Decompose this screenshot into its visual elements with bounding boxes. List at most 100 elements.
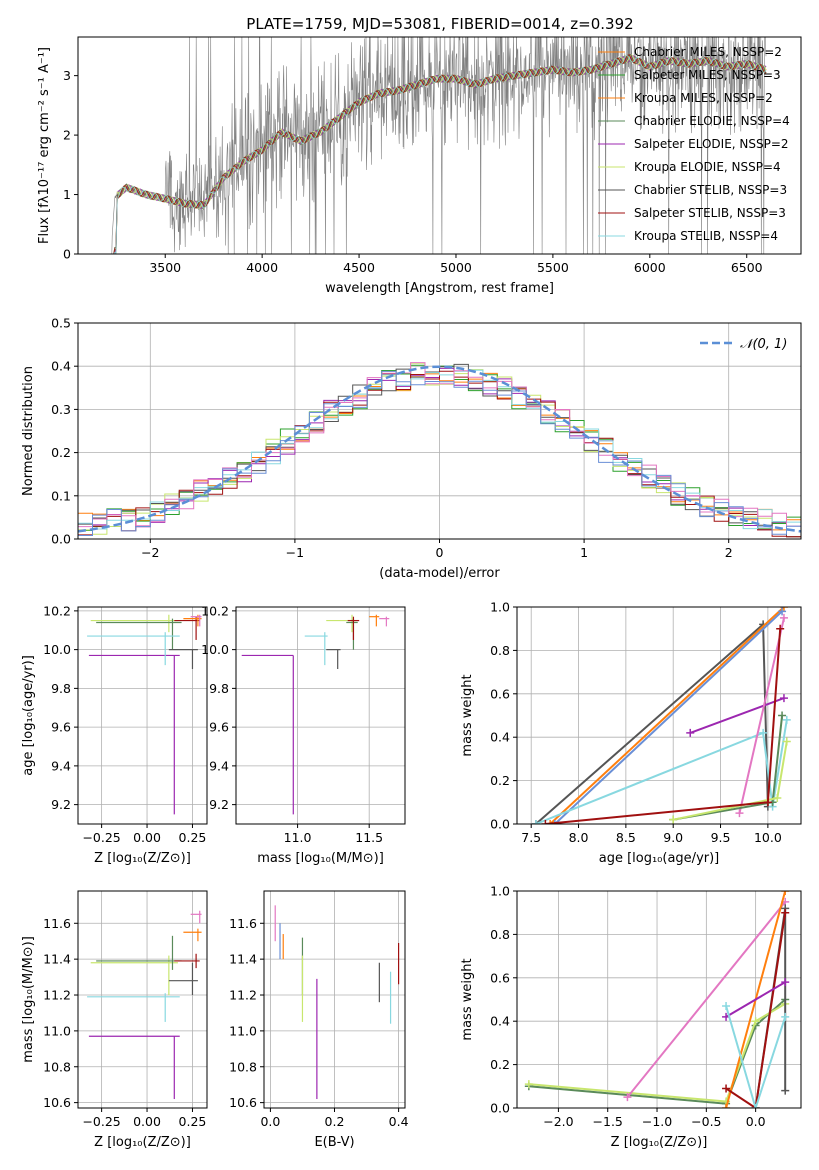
x-axis-label: Z [log₁₀(Z/Z⊙)]	[94, 851, 191, 866]
y-tick-label: 0.2	[490, 1057, 510, 1072]
y-axis-label: Normed distribution	[21, 366, 36, 496]
y-tick-label: 11.0	[229, 1023, 257, 1038]
axes-frame: −0.25 0.00 0.25 9.2 9.4 9.6 9.8 10.0 10.2 Z [log₁…	[21, 603, 208, 866]
x-tick-label: −0.25	[82, 830, 120, 845]
x-tick-label: 2	[725, 545, 733, 560]
plus-marker	[782, 737, 791, 746]
y-tick-label: 0.3	[51, 402, 71, 417]
y-tick-label: 11.0	[43, 1023, 71, 1038]
x-tick-label: −1.5	[593, 1114, 623, 1129]
mass-weight-line	[689, 697, 785, 734]
y-tick-label: 10.6	[229, 1095, 257, 1110]
legend: Chabrier MILES, NSSP=2 Salpeter MILES, NS…	[598, 45, 790, 243]
x-tick-label: 0.00	[133, 830, 161, 845]
legend-entry: Kroupa STELIB, NSSP=4	[634, 229, 778, 243]
x-axis-label: age [log₁₀(age/yr)]	[599, 851, 720, 866]
y-tick-label: 9.2	[209, 797, 229, 812]
legend-entry: Chabrier STELIB, NSSP=3	[634, 183, 787, 197]
plot-area	[78, 362, 801, 538]
y-tick-label: 0.8	[490, 643, 510, 658]
plot-area	[111, 37, 767, 254]
histogram-step	[78, 370, 801, 536]
plus-marker	[779, 607, 788, 611]
plus-marker	[751, 1017, 760, 1026]
x-axis-label: mass [log₁₀(M/M⊙)]	[257, 851, 384, 866]
plus-marker	[781, 1012, 790, 1021]
x-tick-label: 8.0	[569, 830, 589, 845]
error-bar-point	[326, 649, 341, 669]
x-tick-label: −1	[286, 545, 304, 560]
plus-marker	[669, 815, 678, 824]
x-tick-label: 11.5	[355, 830, 383, 845]
y-tick-label: 10.8	[43, 1059, 71, 1074]
x-tick-label: 6500	[731, 260, 763, 275]
plus-marker	[546, 820, 555, 824]
y-tick-label: 11.2	[229, 988, 257, 1003]
x-tick-label: 4000	[246, 260, 278, 275]
plus-marker	[779, 613, 788, 622]
y-tick-label: 9.2	[51, 797, 71, 812]
plot-area	[531, 607, 791, 824]
histogram-step	[78, 362, 801, 528]
error-bar-point	[379, 616, 390, 627]
figure-title: PLATE=1759, MJD=53081, FIBERID=0014, z=0…	[246, 15, 633, 33]
y-tick-label: 9.8	[51, 681, 71, 696]
y-tick-label: 11.4	[229, 952, 257, 967]
x-tick-label: 0.25	[179, 1114, 207, 1129]
axes-border	[516, 890, 802, 1109]
x-tick-label: 5000	[440, 260, 472, 275]
error-bar-point	[347, 616, 360, 640]
y-tick-label: 0	[63, 247, 71, 262]
legend-entry: Salpeter ELODIE, NSSP=2	[634, 137, 789, 151]
error-bar-point	[168, 649, 198, 669]
error-bar-point	[190, 910, 202, 924]
y-axis-label: mass [log₁₀(M/M⊙)]	[21, 936, 36, 1063]
x-axis-label: wavelength [Angstrom, rest frame]	[325, 281, 554, 296]
x-tick-label: 6000	[634, 260, 666, 275]
axes-frame: −2.0 −1.5 −1.0 −0.5 0.0 0.0 0.2 0.4 0.6 0.8 1.0 Z […	[460, 884, 802, 1150]
y-tick-label: 0.0	[490, 1101, 510, 1116]
legend-entry: Kroupa MILES, NSSP=2	[634, 91, 773, 105]
plus-marker	[779, 694, 788, 703]
y-tick-label: 3	[63, 68, 71, 83]
x-tick-label: 0.00	[133, 1114, 161, 1129]
y-tick-label: 0.2	[51, 445, 71, 460]
mass-weight-line	[725, 912, 787, 1108]
axes-frame: 3500 4000 4500 5000 5500 6000 6500 0 1 2 3 waveleng…	[37, 36, 802, 296]
plus-marker	[763, 798, 772, 807]
y-tick-label: 0.0	[490, 817, 510, 832]
axes-border	[77, 606, 208, 825]
plus-marker	[550, 820, 559, 824]
y-axis-label: Flux [fλ10⁻¹⁷ erg cm⁻² s⁻¹ A⁻¹]	[37, 47, 52, 244]
mass-weight-line	[535, 719, 788, 824]
mass-weight-line	[725, 1005, 787, 1108]
mass-weight-line	[626, 901, 786, 1098]
y-tick-label: 10.6	[43, 1095, 71, 1110]
y-tick-label: 0.5	[51, 316, 71, 331]
x-tick-label: −0.5	[691, 1114, 721, 1129]
axes-border	[235, 606, 406, 825]
y-tick-label: 10.8	[229, 1059, 257, 1074]
legend-entry: Salpeter MILES, NSSP=3	[634, 68, 781, 82]
mass-weight-line	[738, 617, 785, 814]
x-tick-label: 9.0	[663, 830, 683, 845]
error-bar-point	[87, 632, 180, 666]
x-tick-label: 1	[580, 545, 588, 560]
panel-5: −0.25 0.00 0.25 10.6 10.8 11.0 11.2 11.4 11.6 Z […	[21, 890, 208, 1150]
plus-marker	[776, 624, 785, 633]
error-bar-point	[369, 614, 380, 627]
plus-marker	[623, 1093, 632, 1102]
y-tick-label: 11.6	[229, 916, 257, 931]
panel-6: 0.0 0.2 0.4 10.6 10.8 11.0 11.2 11.4 11.6 E(B-V)	[229, 890, 409, 1150]
axes-frame: 0.0 0.2 0.4 10.6 10.8 11.0 11.2 11.4 11.6 E(B-V)	[229, 890, 409, 1150]
y-tick-label: 9.4	[51, 758, 71, 773]
y-tick-label: 10.0	[201, 642, 229, 657]
plus-marker	[722, 1104, 731, 1108]
plus-marker	[778, 607, 787, 616]
panel-7: −2.0 −1.5 −1.0 −0.5 0.0 0.0 0.2 0.4 0.6 0.8 1.0 Z […	[460, 884, 802, 1150]
histogram-step	[78, 362, 801, 538]
y-axis-label: mass weight	[460, 674, 475, 756]
error-bar-point	[304, 632, 328, 666]
error-bar-point	[168, 962, 198, 996]
